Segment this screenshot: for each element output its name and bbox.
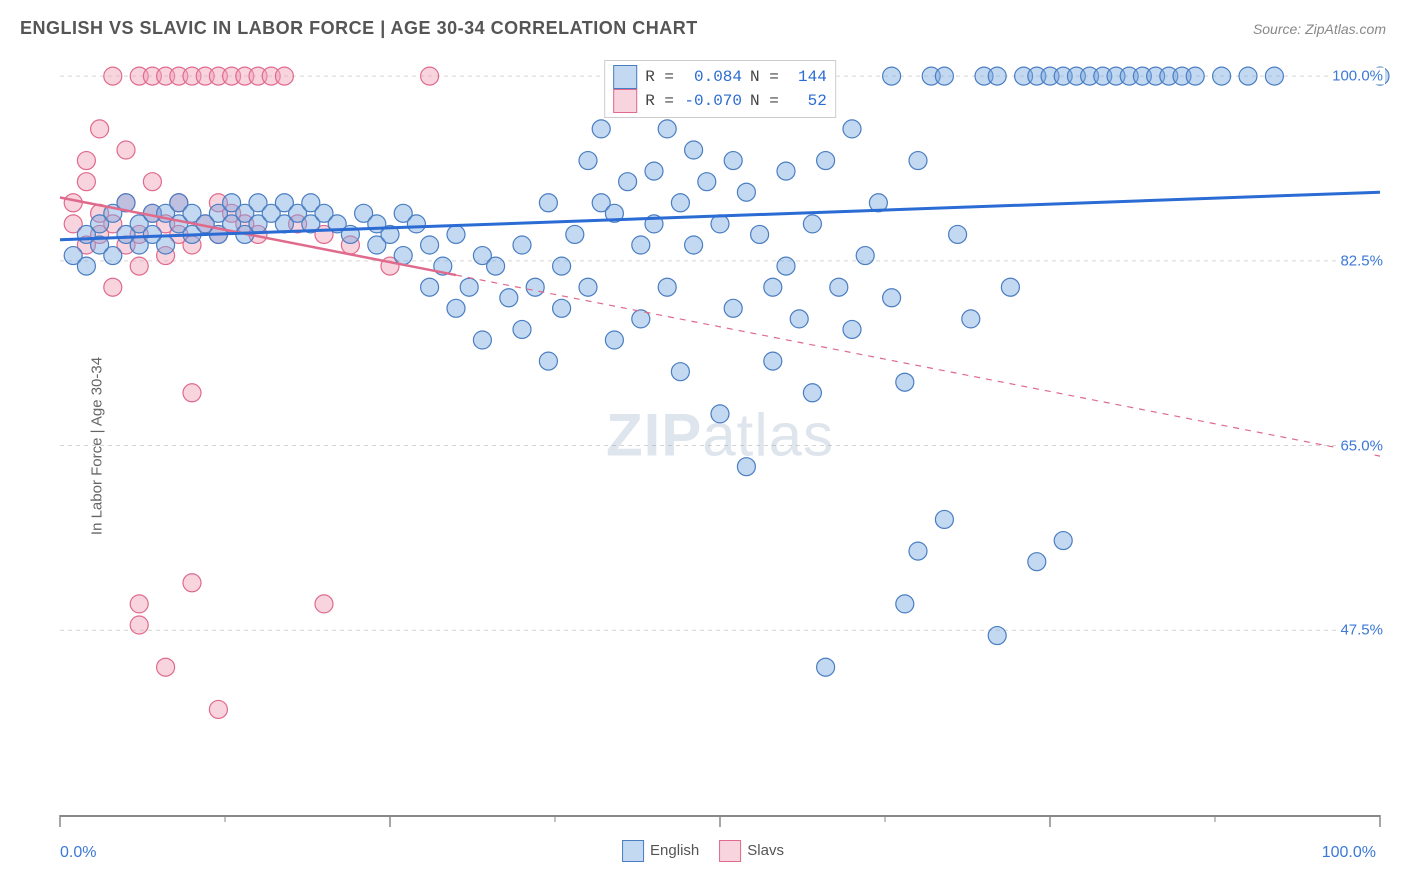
chart-title: ENGLISH VS SLAVIC IN LABOR FORCE | AGE 3…: [20, 18, 698, 39]
legend-item-slavs: Slavs: [719, 840, 784, 862]
y-tick-label: 65.0%: [1338, 437, 1385, 454]
series-legend: English Slavs: [622, 840, 784, 862]
y-tick-label: 47.5%: [1338, 622, 1385, 639]
y-tick-label: 100.0%: [1330, 68, 1385, 85]
r-value-english: 0.084: [682, 68, 742, 86]
title-bar: ENGLISH VS SLAVIC IN LABOR FORCE | AGE 3…: [20, 18, 1386, 39]
legend-item-english: English: [622, 840, 699, 862]
legend-row-slavs: R = -0.070 N = 52: [613, 89, 827, 113]
legend-swatch-icon: [719, 840, 741, 862]
y-tick-label: 82.5%: [1338, 252, 1385, 269]
n-value-english: 144: [787, 68, 827, 86]
legend-row-english: R = 0.084 N = 144: [613, 65, 827, 89]
x-axis-max-label: 100.0%: [1322, 844, 1376, 862]
x-axis-min-label: 0.0%: [60, 844, 96, 862]
r-value-slavs: -0.070: [682, 92, 742, 110]
source-label: Source: ZipAtlas.com: [1253, 21, 1386, 37]
plot-area: ZIPatlas R = 0.084 N = 144 R = -0.070 N …: [60, 55, 1380, 817]
correlation-legend: R = 0.084 N = 144 R = -0.070 N = 52: [604, 60, 836, 118]
legend-swatch-slavs: [613, 89, 637, 113]
legend-swatch-icon: [622, 840, 644, 862]
legend-swatch-english: [613, 65, 637, 89]
n-value-slavs: 52: [787, 92, 827, 110]
scatter-svg: [60, 55, 1380, 815]
